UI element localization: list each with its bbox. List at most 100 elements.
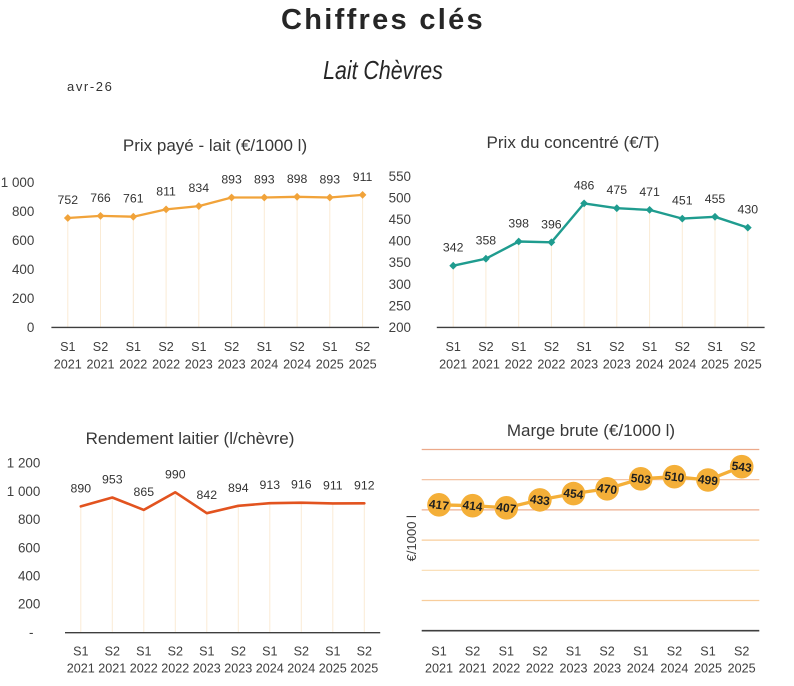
svg-text:S1: S1: [511, 340, 526, 354]
svg-text:2023: 2023: [559, 661, 587, 675]
svg-text:2025: 2025: [728, 661, 756, 675]
svg-text:S2: S2: [734, 644, 749, 658]
svg-text:S2: S2: [667, 644, 682, 658]
svg-text:500: 500: [389, 190, 411, 205]
svg-text:2024: 2024: [636, 358, 664, 372]
svg-text:S1: S1: [73, 644, 88, 658]
svg-text:S2: S2: [105, 644, 120, 658]
svg-text:2023: 2023: [570, 358, 598, 372]
svg-text:2024: 2024: [256, 661, 284, 675]
svg-text:911: 911: [353, 170, 373, 184]
svg-text:S1: S1: [642, 340, 657, 354]
svg-text:953: 953: [102, 473, 123, 487]
svg-text:990: 990: [165, 467, 186, 481]
svg-text:2024: 2024: [627, 661, 655, 675]
svg-text:S1: S1: [431, 644, 446, 658]
svg-text:200: 200: [389, 320, 411, 335]
svg-text:455: 455: [705, 192, 726, 206]
svg-text:417: 417: [428, 497, 450, 513]
svg-text:S2: S2: [465, 644, 480, 658]
svg-text:800: 800: [18, 512, 40, 527]
svg-text:-: -: [29, 625, 33, 640]
svg-text:550: 550: [389, 169, 411, 184]
svg-text:358: 358: [476, 234, 497, 248]
svg-text:S2: S2: [231, 644, 246, 658]
svg-text:2025: 2025: [319, 661, 347, 675]
svg-text:2024: 2024: [668, 358, 696, 372]
svg-text:S1: S1: [499, 644, 514, 658]
svg-text:893: 893: [221, 173, 242, 187]
svg-text:834: 834: [189, 181, 210, 195]
svg-text:407: 407: [495, 500, 517, 516]
svg-text:470: 470: [596, 481, 618, 497]
svg-text:S1: S1: [126, 340, 141, 354]
svg-text:0: 0: [27, 320, 34, 335]
svg-text:2024: 2024: [660, 661, 688, 675]
svg-text:2023: 2023: [185, 358, 213, 372]
svg-text:2021: 2021: [425, 661, 453, 675]
svg-text:2021: 2021: [54, 358, 82, 372]
svg-text:2022: 2022: [130, 661, 158, 675]
svg-text:S2: S2: [93, 340, 108, 354]
svg-text:250: 250: [389, 298, 411, 313]
svg-text:400: 400: [12, 262, 34, 277]
svg-text:S2: S2: [289, 340, 304, 354]
svg-text:396: 396: [541, 217, 562, 231]
svg-text:200: 200: [18, 597, 40, 612]
svg-text:342: 342: [443, 241, 464, 255]
svg-text:S2: S2: [740, 340, 755, 354]
svg-text:S1: S1: [60, 340, 75, 354]
svg-text:2021: 2021: [459, 661, 487, 675]
svg-text:€/1000 l: €/1000 l: [404, 515, 419, 561]
svg-text:S2: S2: [544, 340, 559, 354]
svg-text:510: 510: [664, 469, 686, 485]
svg-text:2023: 2023: [603, 358, 631, 372]
svg-text:400: 400: [18, 569, 40, 584]
svg-text:S1: S1: [707, 340, 722, 354]
svg-text:398: 398: [508, 217, 529, 231]
svg-text:200: 200: [12, 291, 34, 306]
svg-text:811: 811: [156, 184, 176, 198]
svg-text:S2: S2: [599, 644, 614, 658]
svg-text:600: 600: [12, 233, 34, 248]
svg-text:865: 865: [134, 485, 155, 499]
svg-text:S1: S1: [191, 340, 206, 354]
svg-text:913: 913: [260, 478, 281, 492]
svg-text:2025: 2025: [734, 358, 762, 372]
svg-text:1 000: 1 000: [1, 175, 35, 190]
svg-text:499: 499: [697, 472, 719, 488]
svg-text:2025: 2025: [694, 661, 722, 675]
svg-text:S1: S1: [445, 340, 460, 354]
svg-text:2023: 2023: [218, 358, 246, 372]
svg-text:S1: S1: [566, 644, 581, 658]
svg-text:S2: S2: [478, 340, 493, 354]
svg-text:S1: S1: [262, 644, 277, 658]
svg-text:475: 475: [607, 183, 628, 197]
svg-text:1 200: 1 200: [7, 456, 41, 471]
svg-text:Marge brute (€/1000 l): Marge brute (€/1000 l): [507, 421, 675, 440]
svg-text:S2: S2: [168, 644, 183, 658]
svg-text:766: 766: [90, 191, 111, 205]
svg-text:2025: 2025: [316, 358, 344, 372]
svg-text:S1: S1: [325, 644, 340, 658]
svg-text:2025: 2025: [701, 358, 729, 372]
svg-text:S1: S1: [257, 340, 272, 354]
svg-text:503: 503: [630, 471, 652, 487]
svg-text:Prix du concentré (€/T): Prix du concentré (€/T): [487, 133, 660, 152]
svg-text:2022: 2022: [152, 358, 180, 372]
svg-text:2024: 2024: [287, 661, 315, 675]
svg-text:2023: 2023: [193, 661, 221, 675]
svg-text:752: 752: [58, 193, 79, 207]
svg-text:2024: 2024: [250, 358, 278, 372]
svg-text:350: 350: [389, 255, 411, 270]
svg-text:761: 761: [123, 192, 144, 206]
svg-text:S1: S1: [633, 644, 648, 658]
svg-text:S1: S1: [136, 644, 151, 658]
svg-text:414: 414: [462, 498, 484, 514]
svg-text:2022: 2022: [526, 661, 554, 675]
svg-text:894: 894: [228, 481, 249, 495]
svg-text:Prix payé - lait (€/1000 l): Prix payé - lait (€/1000 l): [123, 136, 307, 155]
svg-text:893: 893: [320, 173, 341, 187]
svg-text:2025: 2025: [350, 661, 378, 675]
svg-text:2022: 2022: [161, 661, 189, 675]
